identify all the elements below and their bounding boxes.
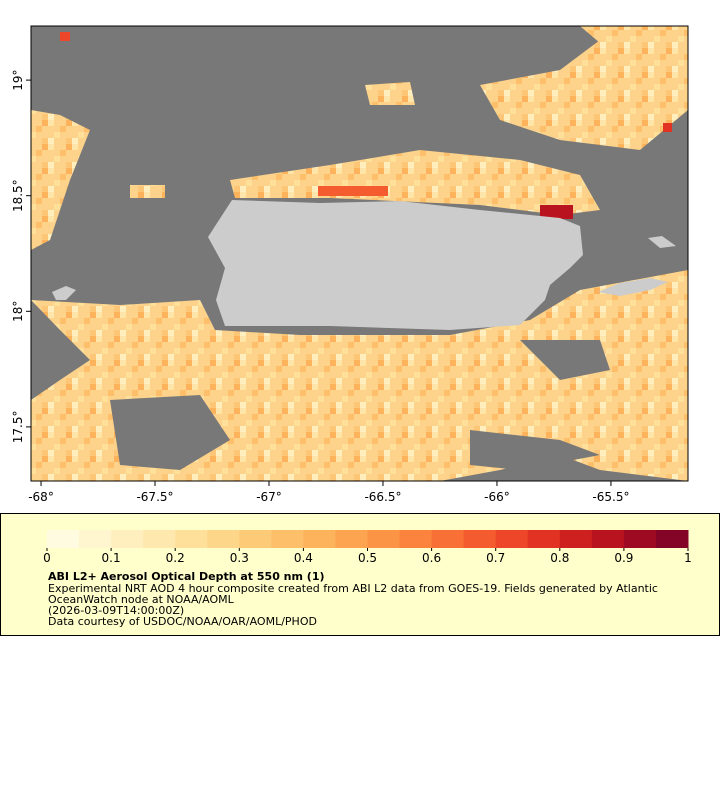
no-data-patch xyxy=(110,395,230,470)
land xyxy=(208,200,583,330)
colorbar-swatch xyxy=(79,530,112,548)
aod-field xyxy=(580,26,688,70)
x-tick-label: -65.5° xyxy=(592,490,629,504)
colorbar-tick-label: 0.6 xyxy=(422,551,441,565)
description: (2026-03-09T14:00:00Z) xyxy=(48,604,184,617)
colorbar-swatch xyxy=(527,530,561,548)
x-tick-label: -67.5° xyxy=(136,490,173,504)
colorbar-tick-label: 1 xyxy=(684,551,692,565)
colorbar-swatch xyxy=(399,530,433,548)
colorbar-swatch xyxy=(463,530,497,548)
legend-title: ABI L2+ Aerosol Optical Depth at 550 nm … xyxy=(48,570,325,583)
x-tick-label: -68° xyxy=(28,490,54,504)
y-tick-label: 17.5° xyxy=(11,411,25,444)
colorbar-swatch xyxy=(559,530,593,548)
colorbar-swatch xyxy=(239,530,272,548)
colorbar-swatch xyxy=(111,530,144,548)
colorbar-swatch xyxy=(303,530,336,548)
aod-field xyxy=(31,110,90,250)
colorbar-tick-label: 0.7 xyxy=(486,551,505,565)
colorbar-tick-label: 0 xyxy=(43,551,51,565)
aod-field xyxy=(365,82,415,105)
aod-field xyxy=(130,185,165,198)
y-tick-label: 19° xyxy=(11,69,25,90)
colorbar-swatch xyxy=(591,530,625,548)
x-tick-label: -66° xyxy=(484,490,510,504)
colorbar-swatch xyxy=(335,530,368,548)
description: OceanWatch node at NOAA/AOML xyxy=(48,593,235,606)
colorbar-swatch xyxy=(495,530,529,548)
colorbar-swatch xyxy=(207,530,240,548)
aod-field xyxy=(230,150,600,215)
high-aod-patch xyxy=(663,123,672,132)
colorbar-tick-label: 0.1 xyxy=(102,551,121,565)
y-tick-label: 18.5° xyxy=(11,179,25,212)
colorbar-swatch xyxy=(655,530,689,548)
no-data-patch xyxy=(520,340,610,380)
land xyxy=(598,278,668,296)
colorbar-swatch xyxy=(175,530,208,548)
colorbar-swatch xyxy=(47,530,80,548)
colorbar-tick-label: 0.5 xyxy=(358,551,377,565)
colorbar-tick-label: 0.8 xyxy=(550,551,569,565)
description: Experimental NRT AOD 4 hour composite cr… xyxy=(48,582,658,595)
colorbar-swatch xyxy=(623,530,657,548)
colorbar-swatch xyxy=(367,530,401,548)
x-tick-label: -67° xyxy=(256,490,282,504)
colorbar-tick-label: 0.9 xyxy=(614,551,633,565)
x-tick-label: -66.5° xyxy=(364,490,401,504)
colorbar-swatch xyxy=(143,530,176,548)
colorbar-tick-label: 0.4 xyxy=(294,551,313,565)
land xyxy=(648,236,676,248)
map xyxy=(30,25,689,482)
colorbar-swatch xyxy=(271,530,304,548)
plot-frame xyxy=(30,25,689,482)
high-aod-patch xyxy=(540,205,573,219)
colorbar-tick-label: 0.2 xyxy=(166,551,185,565)
land xyxy=(52,286,76,300)
description: Data courtesy of USDOC/NOAA/OAR/AOML/PHO… xyxy=(48,615,317,628)
no-data-patch xyxy=(470,430,600,470)
colorbar-tick-label: 0.3 xyxy=(230,551,249,565)
y-tick-label: 18° xyxy=(11,301,25,322)
high-aod-patch xyxy=(318,186,388,196)
high-aod-patch xyxy=(60,32,70,41)
colorbar-swatch xyxy=(431,530,465,548)
